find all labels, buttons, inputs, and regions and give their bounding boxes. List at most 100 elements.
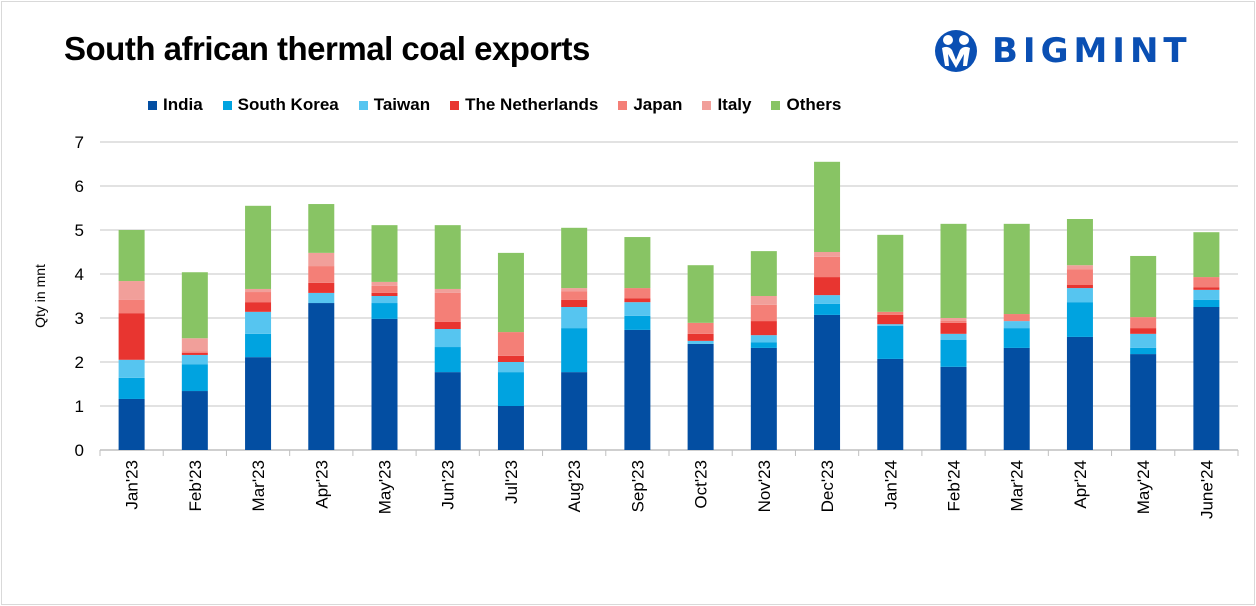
x-tick-label: Dec'23 [818, 460, 837, 512]
bar-segment-taiwan [497, 362, 524, 373]
bar-segment-india [497, 406, 524, 450]
y-tick-label: 7 [75, 133, 84, 152]
bar-segment-taiwan [814, 295, 841, 304]
bar-segment-india [1066, 336, 1093, 450]
bar-segment-others [245, 205, 272, 289]
bar-segment-taiwan [181, 354, 208, 365]
y-axis-label: Qty in mnt [32, 264, 48, 328]
bar-segment-taiwan [1066, 288, 1093, 303]
bar-segment-the-netherlands [561, 299, 588, 307]
legend-label: South Korea [237, 95, 339, 114]
bar-segment-india [1003, 347, 1030, 450]
y-tick-label: 3 [75, 309, 84, 328]
bar-segment-south-korea [1193, 299, 1220, 307]
bar-segment-japan [371, 285, 398, 293]
legend-label: The Netherlands [465, 95, 599, 114]
bar-segment-japan [687, 322, 714, 334]
bar-segment-the-netherlands [1193, 287, 1220, 290]
bar-segment-japan [814, 256, 841, 278]
bar-segment-taiwan [434, 329, 461, 348]
bar-segment-south-korea [877, 325, 904, 359]
x-tick-label: Feb'24 [945, 460, 964, 511]
bar-segment-india [181, 391, 208, 450]
bar-segment-japan [1003, 314, 1030, 322]
bar-segment-japan [245, 292, 272, 303]
legend-label: Japan [633, 95, 683, 114]
legend-label: Italy [717, 95, 752, 114]
bar-segment-italy [561, 288, 588, 292]
bar-segment-the-netherlands [371, 292, 398, 296]
bar-segment-south-korea [1130, 347, 1157, 355]
bar-segment-south-korea [497, 372, 524, 406]
bar-segment-the-netherlands [877, 314, 904, 325]
bar-segment-japan [561, 291, 588, 300]
x-tick-label: Jul'23 [502, 460, 521, 504]
bar-segment-india [877, 358, 904, 450]
bar-segment-others [940, 223, 967, 318]
bar-segment-the-netherlands [245, 302, 272, 312]
bar-segment-others [181, 272, 208, 339]
bar-segment-the-netherlands [118, 313, 145, 360]
legend-swatch [702, 100, 712, 110]
legend-item: South Korea [222, 95, 339, 115]
x-tick-label: Jan'23 [123, 460, 142, 510]
bar-segment-italy [1066, 265, 1093, 270]
legend-label: Others [786, 95, 842, 114]
x-tick-label: Sep'23 [628, 460, 647, 512]
bar-segment-south-korea [940, 340, 967, 367]
bar-segment-the-netherlands [624, 298, 651, 303]
bar-segment-others [118, 230, 145, 282]
x-tick-label: Nov'23 [755, 460, 774, 512]
bar-segment-italy [940, 318, 967, 321]
bar-segment-taiwan [877, 324, 904, 326]
legend-item: The Netherlands [450, 95, 598, 115]
bar-segment-south-korea [750, 342, 777, 348]
bar-segment-italy [245, 288, 272, 293]
bar-segment-india [434, 372, 461, 450]
chart-title: South african thermal coal exports [64, 30, 590, 67]
bar-segment-south-korea [245, 333, 272, 358]
bar-segment-india [371, 318, 398, 450]
bar-segment-taiwan [308, 292, 335, 304]
bar-segment-india [940, 366, 967, 450]
bar-segment-south-korea [624, 315, 651, 330]
bar-segment-india [308, 303, 335, 450]
bar-segment-the-netherlands [1066, 285, 1093, 289]
legend-swatch [222, 100, 232, 110]
bar-segment-taiwan [750, 335, 777, 343]
x-tick-label: Jan'24 [881, 460, 900, 510]
legend-item: India [148, 95, 203, 115]
legend-item: Others [771, 95, 841, 115]
legend-swatch [771, 100, 781, 110]
bar-segment-india [1130, 354, 1157, 450]
bar-segment-japan [877, 311, 904, 315]
bar-segment-taiwan [687, 340, 714, 344]
x-tick-label: June'24 [1197, 460, 1216, 519]
bar-segment-others [687, 265, 714, 323]
bar-segment-others [1130, 255, 1157, 318]
bar-segment-india [750, 347, 777, 450]
legend-item: Japan [618, 95, 682, 115]
bar-segment-india [624, 329, 651, 450]
y-tick-label: 0 [75, 441, 84, 460]
bar-segment-the-netherlands [814, 277, 841, 296]
bar-segment-others [750, 251, 777, 296]
bar-segment-taiwan [1130, 333, 1157, 348]
bar-segment-taiwan [245, 311, 272, 334]
bar-segment-italy [308, 252, 335, 267]
bar-segment-japan [1193, 277, 1220, 288]
bar-segment-the-netherlands [1130, 328, 1157, 334]
bar-segment-taiwan [1003, 321, 1030, 329]
bar-segment-japan [940, 320, 967, 323]
y-tick-label: 5 [75, 221, 84, 240]
bar-segment-others [308, 204, 335, 253]
y-tick-label: 2 [75, 353, 84, 372]
bar-segment-the-netherlands [308, 282, 335, 293]
bar-segment-others [371, 225, 398, 282]
x-tick-label: Apr'24 [1071, 460, 1090, 509]
bar-segment-japan [118, 299, 145, 314]
bar-segment-japan [434, 292, 461, 322]
bar-segment-the-netherlands [434, 321, 461, 329]
bar-segment-italy [118, 281, 145, 300]
